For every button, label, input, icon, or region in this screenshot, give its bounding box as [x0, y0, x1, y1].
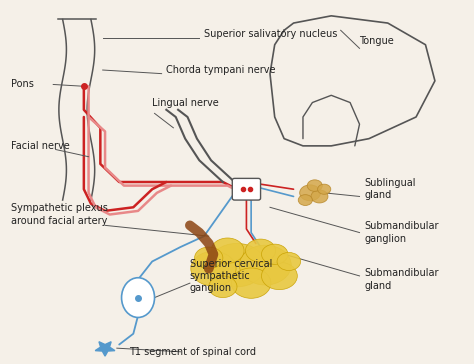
Circle shape [195, 247, 223, 269]
Text: Submandibular
gland: Submandibular gland [364, 268, 439, 291]
Circle shape [262, 244, 288, 264]
Circle shape [307, 180, 322, 191]
Text: Sublingual
gland: Sublingual gland [364, 178, 416, 201]
Text: Facial nerve: Facial nerve [11, 141, 70, 151]
Text: Tongue: Tongue [359, 36, 394, 46]
Circle shape [191, 252, 236, 286]
Polygon shape [95, 342, 115, 356]
Circle shape [277, 253, 301, 270]
Text: Sympathetic plexus
around facial artery: Sympathetic plexus around facial artery [11, 203, 108, 226]
Circle shape [318, 184, 331, 194]
Circle shape [300, 185, 320, 201]
Circle shape [209, 244, 265, 287]
Circle shape [246, 239, 276, 262]
Circle shape [231, 268, 271, 298]
Circle shape [211, 238, 244, 263]
Circle shape [209, 276, 237, 298]
Circle shape [239, 245, 291, 285]
Ellipse shape [121, 278, 155, 317]
Text: Superior cervical
sympathetic
ganglion: Superior cervical sympathetic ganglion [190, 258, 272, 293]
Circle shape [298, 195, 312, 206]
Text: T1 segment of spinal cord: T1 segment of spinal cord [128, 347, 255, 357]
Text: Superior salivatory nucleus: Superior salivatory nucleus [204, 29, 337, 39]
Circle shape [311, 190, 328, 203]
Text: Chorda tympani nerve: Chorda tympani nerve [166, 65, 276, 75]
FancyBboxPatch shape [232, 178, 261, 200]
Text: Lingual nerve: Lingual nerve [152, 98, 219, 107]
Text: Pons: Pons [11, 79, 34, 90]
Text: Submandibular
ganglion: Submandibular ganglion [364, 221, 439, 244]
Circle shape [262, 262, 297, 290]
